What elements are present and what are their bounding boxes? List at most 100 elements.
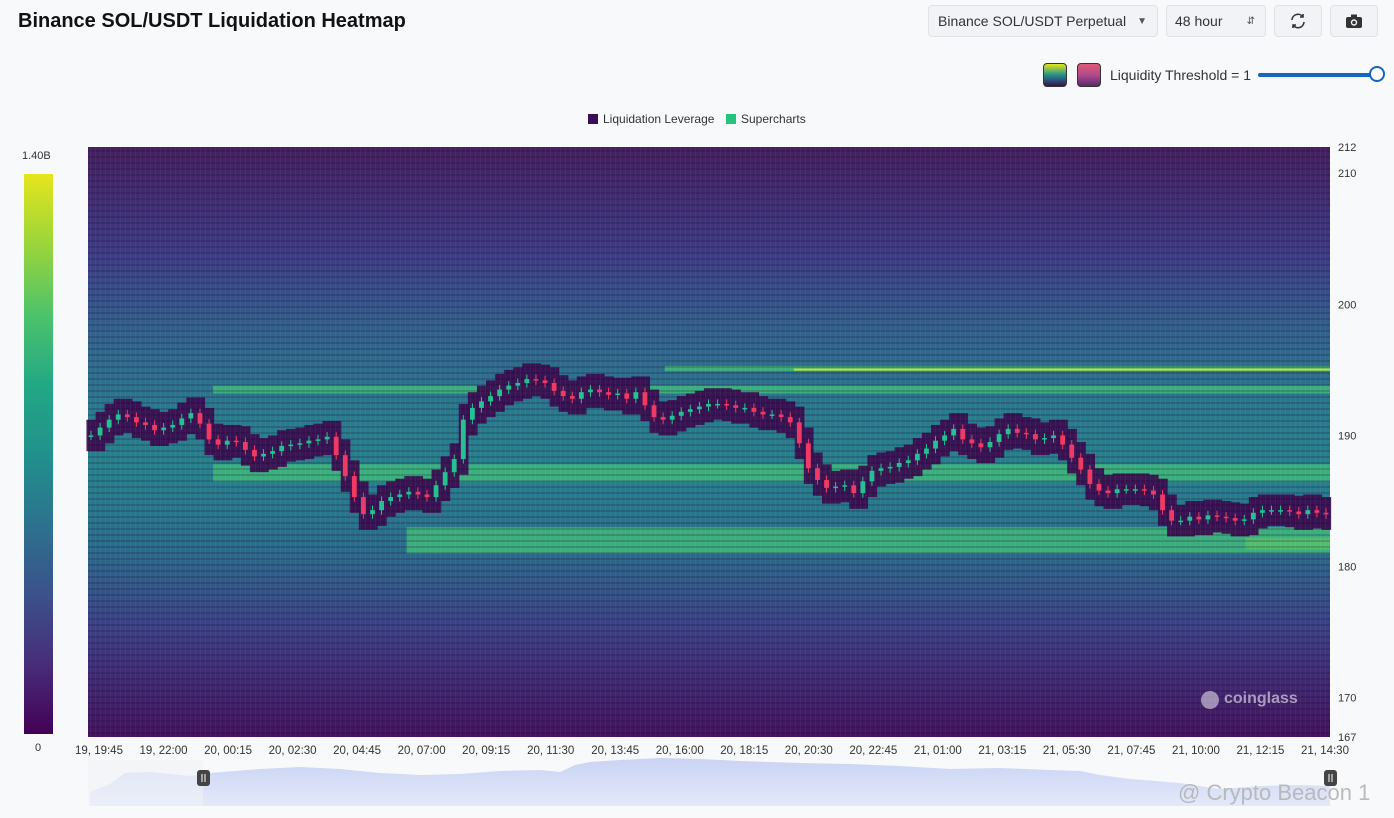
candle <box>760 411 766 415</box>
candle <box>860 481 866 494</box>
candle <box>261 453 266 457</box>
watermark-brand: coinglass <box>1224 690 1298 707</box>
legend-item-liquidation[interactable]: Liquidation Leverage <box>588 112 714 126</box>
x-tick-label: 20, 07:00 <box>398 745 446 757</box>
candle <box>488 396 493 402</box>
x-tick-label: 20, 13:45 <box>591 745 639 757</box>
pair-select-value: Binance SOL/USDT Perpetual <box>938 13 1127 29</box>
y-tick-label: 210 <box>1338 168 1356 180</box>
candle <box>1123 489 1129 491</box>
legend-item-supercharts[interactable]: Supercharts <box>726 112 806 126</box>
candle <box>361 497 366 515</box>
candle <box>1078 457 1084 470</box>
candle <box>633 392 639 399</box>
candle <box>197 413 203 424</box>
candle <box>942 435 948 441</box>
candle <box>924 448 929 454</box>
range-select[interactable]: 48 hour ⇵ <box>1166 5 1266 37</box>
rose-palette-icon[interactable] <box>1077 63 1101 87</box>
candle <box>1178 520 1184 523</box>
x-tick-label: 20, 16:00 <box>656 745 704 757</box>
candle <box>742 407 748 410</box>
x-tick-label: 20, 20:30 <box>785 745 833 757</box>
candle <box>1169 510 1175 521</box>
candle <box>115 414 121 420</box>
screenshot-button[interactable] <box>1330 5 1378 37</box>
candle <box>270 451 276 454</box>
candle <box>252 449 257 457</box>
candle <box>333 436 339 456</box>
candle <box>497 389 503 397</box>
candle <box>1323 512 1329 515</box>
navigator-handle-left[interactable] <box>197 770 210 786</box>
candle <box>805 443 811 469</box>
candle <box>415 491 421 495</box>
y-tick-label: 167 <box>1338 732 1356 744</box>
candle <box>669 415 675 420</box>
threshold-slider-track[interactable] <box>1258 73 1378 77</box>
x-tick-label: 21, 10:00 <box>1172 745 1220 757</box>
candle <box>206 423 212 440</box>
candle <box>706 403 711 407</box>
colorbar <box>24 174 53 734</box>
candle <box>1260 510 1265 513</box>
refresh-button[interactable] <box>1274 5 1322 37</box>
candle <box>170 424 176 428</box>
candle <box>351 476 357 498</box>
candle <box>460 419 466 460</box>
candle <box>215 439 221 445</box>
candle <box>987 442 993 448</box>
candle <box>1005 428 1011 435</box>
watermark-credit: @ Crypto Beacon 1 <box>1178 780 1371 805</box>
legend-swatch <box>588 114 598 124</box>
candle <box>1232 518 1238 521</box>
candle <box>1114 489 1120 494</box>
y-tick-label: 170 <box>1338 693 1356 705</box>
candle <box>1314 510 1320 513</box>
chevron-down-icon: ▼ <box>1137 15 1147 27</box>
legend-label: Supercharts <box>741 112 806 126</box>
legend-swatch <box>726 114 736 124</box>
candle <box>1305 510 1311 515</box>
candle <box>796 422 802 444</box>
candle <box>1132 489 1138 491</box>
camera-icon <box>1346 14 1362 28</box>
candle <box>1187 516 1193 521</box>
candle <box>1051 435 1056 439</box>
candle <box>615 393 621 395</box>
threshold-slider-thumb[interactable] <box>1369 66 1385 82</box>
y-tick-label: 180 <box>1338 562 1356 574</box>
candle <box>451 459 457 473</box>
candle <box>1141 489 1147 491</box>
candle <box>660 417 666 420</box>
candle <box>578 392 584 399</box>
x-tick-label: 21, 03:15 <box>978 745 1026 757</box>
candle <box>134 417 139 423</box>
candle <box>905 460 911 463</box>
viridis-palette-icon[interactable] <box>1043 63 1067 87</box>
candle <box>1160 494 1165 511</box>
pair-select[interactable]: Binance SOL/USDT Perpetual ▼ <box>928 5 1158 37</box>
candle <box>887 466 893 469</box>
candle <box>833 486 839 489</box>
candle <box>297 443 303 445</box>
candle <box>1250 512 1256 520</box>
candle <box>651 405 657 418</box>
navigator-handle-right[interactable] <box>1324 770 1337 786</box>
candle <box>542 380 548 383</box>
candle <box>569 396 575 399</box>
x-tick-label: 21, 07:45 <box>1107 745 1155 757</box>
range-select-value: 48 hour <box>1175 13 1223 29</box>
candle <box>515 383 521 386</box>
candle <box>687 409 693 412</box>
x-tick-label: 20, 09:15 <box>462 745 510 757</box>
candle <box>533 379 539 381</box>
candle <box>315 439 321 441</box>
candle <box>778 414 784 418</box>
coinglass-logo-icon <box>1201 691 1219 709</box>
y-tick-label: 190 <box>1338 430 1356 442</box>
candle <box>179 418 185 425</box>
candle <box>1069 444 1075 458</box>
candle <box>424 494 430 498</box>
